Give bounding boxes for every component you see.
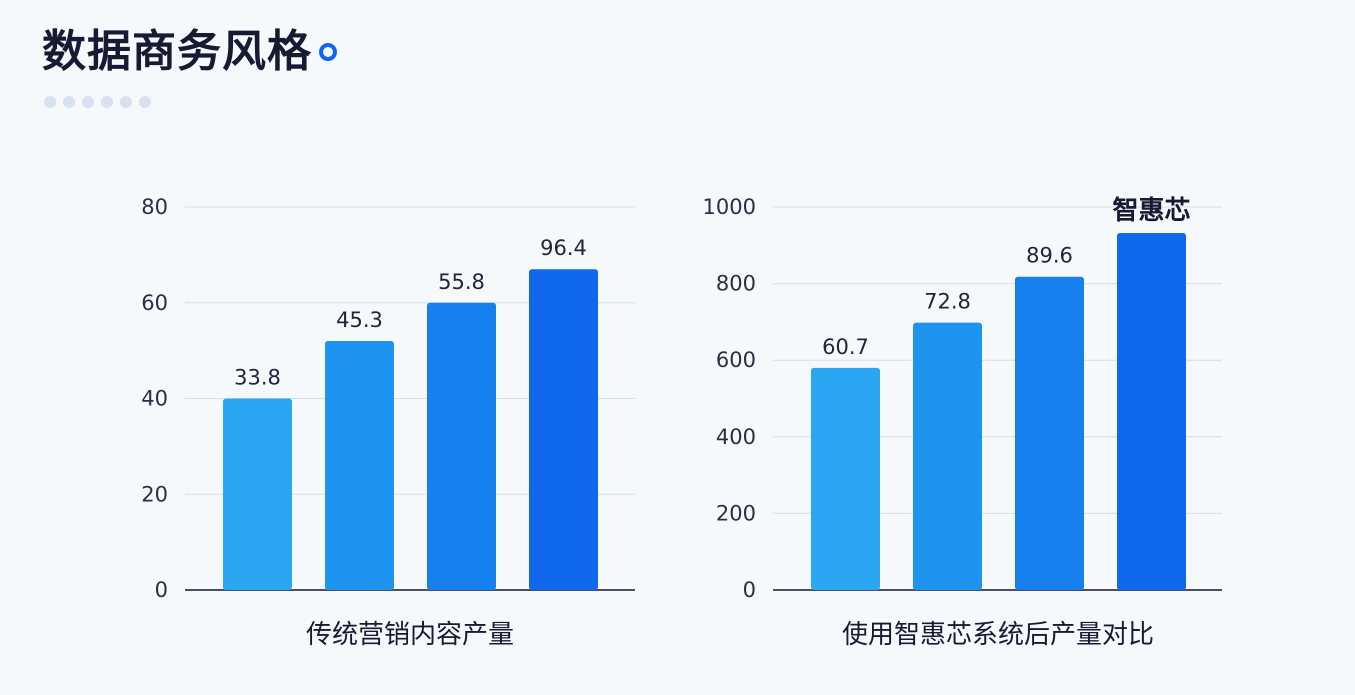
chart-caption: 使用智惠芯系统后产量对比 [842,620,1154,650]
y-tick-label: 60 [141,291,168,315]
dot [82,96,94,108]
y-tick-label: 800 [716,272,756,296]
y-tick-label: 0 [743,578,756,602]
dot [120,96,132,108]
data-label: 45.3 [336,308,383,332]
pagination-dots [44,96,151,108]
data-label: 89.6 [1026,244,1073,268]
data-label: 96.4 [540,236,587,260]
dot [101,96,113,108]
bar [529,269,598,590]
bar [223,398,292,590]
title-ring-icon [319,43,337,61]
dot [63,96,75,108]
y-tick-label: 200 [716,501,756,525]
data-label: 55.8 [438,270,485,294]
dot [139,96,151,108]
y-tick-label: 20 [141,482,168,506]
bar [811,367,880,590]
bar-annotation: 智惠芯 [1112,196,1190,226]
bar [1117,233,1186,590]
bar [1015,276,1084,590]
y-tick-label: 1000 [703,195,756,219]
y-tick-label: 400 [716,425,756,449]
page-title: 数据商务风格 [42,26,312,77]
bar [325,341,394,590]
data-label: 72.8 [924,290,971,314]
chart-caption: 传统营销内容产量 [306,620,514,650]
y-tick-label: 0 [155,578,168,602]
y-tick-label: 600 [716,348,756,372]
y-tick-label: 80 [141,195,168,219]
data-label: 60.7 [822,335,869,359]
data-label: 33.8 [234,366,281,390]
bar [427,302,496,590]
bar [913,322,982,590]
dot [44,96,56,108]
y-tick-label: 40 [141,387,168,411]
